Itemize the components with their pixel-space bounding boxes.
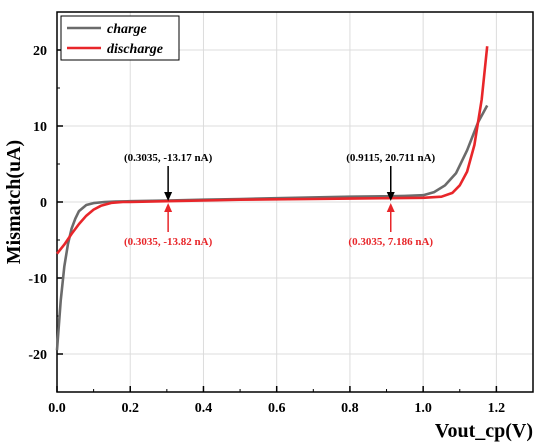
x-tick-label: 0.2 (121, 401, 139, 416)
annotation-arrow-head (386, 192, 395, 201)
annotations: (0.3035, -13.17 nA) (0.9115, 20.711 nA) (0… (124, 152, 436, 248)
x-tick-label: 1.0 (414, 401, 432, 416)
annotation-label: (0.3035, -13.17 nA) (124, 152, 213, 164)
legend-box (60, 15, 180, 61)
x-tick-label: 0.0 (48, 401, 66, 416)
legend: charge discharge (60, 15, 180, 61)
series-line-discharge (55, 46, 489, 255)
x-tick-label: 1.2 (488, 401, 506, 416)
y-tick-label: -10 (28, 272, 47, 287)
y-tick-label: 20 (33, 44, 47, 59)
x-tick-label: 0.4 (195, 401, 213, 416)
x-axis-label: Vout_cp(V) (435, 420, 533, 442)
x-tick-label: 0.8 (341, 401, 359, 416)
y-tick-label: 0 (40, 196, 47, 211)
annotation-arrow-head (164, 192, 173, 201)
annotation-arrow-head (164, 203, 173, 212)
annotation-label: (0.9115, 20.711 nA) (346, 152, 435, 164)
annotation-arrow-head (386, 203, 395, 212)
annotation-label: (0.3035, -13.82 nA) (124, 236, 213, 248)
legend-label-charge: charge (107, 22, 147, 37)
annotation-label: (0.3035, 7.186 nA) (348, 236, 433, 248)
series-lines (55, 46, 489, 351)
y-tick-label: 10 (33, 120, 47, 135)
legend-label-discharge: discharge (107, 42, 163, 57)
x-tick-label: 0.6 (268, 401, 286, 416)
y-tick-label: -20 (28, 348, 47, 363)
axis-ticks: 0.0 0.2 0.4 0.6 0.8 1.0 1.2 -20 -10 0 10 20 (28, 11, 534, 416)
y-axis-label: Mismatch(uA) (3, 140, 25, 264)
